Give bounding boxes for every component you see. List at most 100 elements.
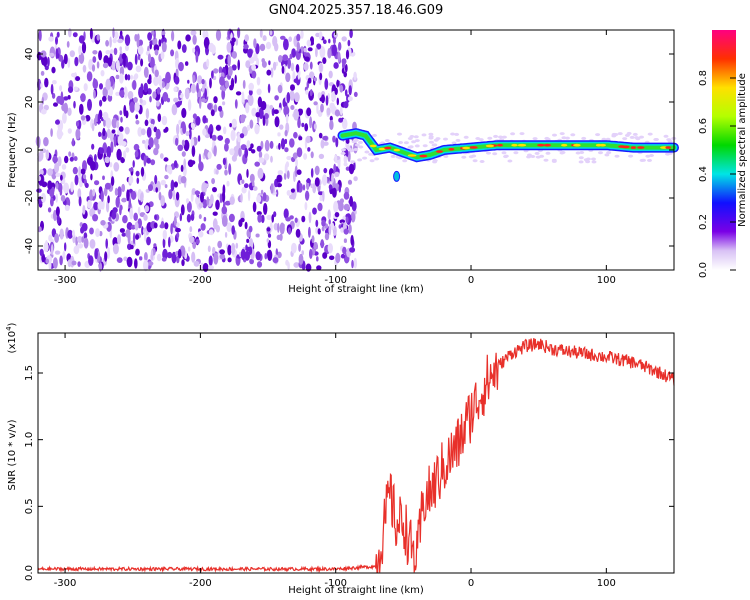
noise-blob <box>91 64 96 72</box>
y-tick-label: 0.5 <box>24 498 35 514</box>
halo-blob <box>472 159 478 163</box>
noise-blob <box>255 112 261 118</box>
noise-blob <box>156 100 160 107</box>
noise-blob <box>229 148 235 156</box>
halo-blob <box>654 138 659 141</box>
noise-blob <box>245 60 251 69</box>
noise-blob <box>119 30 123 36</box>
noise-blob <box>41 96 44 105</box>
noise-blob <box>177 248 182 259</box>
noise-blob <box>144 119 149 127</box>
halo-blob <box>455 138 461 142</box>
noise-blob <box>317 92 322 100</box>
signal-hotspot <box>543 143 551 147</box>
signal-hotspot <box>517 143 527 147</box>
noise-blob <box>88 59 93 71</box>
noise-blob <box>137 206 141 215</box>
noise-blob <box>249 119 254 129</box>
noise-blob <box>222 184 226 195</box>
noise-blob <box>73 86 79 91</box>
noise-blob <box>56 214 60 225</box>
noise-blob <box>195 116 201 126</box>
x-tick-label: -100 <box>324 578 347 589</box>
halo-blob <box>595 133 601 137</box>
noise-blob <box>328 184 333 190</box>
noise-blob <box>290 84 295 91</box>
noise-blob <box>302 184 306 191</box>
noise-blob <box>80 168 86 175</box>
noise-blob <box>191 188 196 196</box>
noise-blob <box>285 72 291 83</box>
noise-blob <box>309 116 313 129</box>
snr-x-ticks: -300 -200 -100 0 100 <box>54 333 616 589</box>
noise-blob <box>280 35 286 40</box>
noise-blob <box>229 84 234 91</box>
noise-blob <box>180 204 185 216</box>
halo-blob <box>411 140 417 144</box>
signal-hotspot <box>469 146 478 149</box>
noise-blob <box>246 168 249 178</box>
noise-blob <box>195 238 200 245</box>
noise-blob <box>126 61 133 71</box>
noise-blob <box>55 36 58 45</box>
snr-y-ticks: 0.0 0.5 1.0 1.5 <box>24 365 674 581</box>
noise-blob <box>303 153 308 160</box>
noise-blob <box>332 37 336 45</box>
noise-blob <box>278 107 281 113</box>
noise-blob <box>284 138 288 145</box>
noise-blob <box>322 57 327 64</box>
halo-blob <box>617 132 623 136</box>
noise-blob <box>115 196 120 208</box>
noise-blob <box>161 115 168 126</box>
halo-blob <box>398 141 404 144</box>
noise-blob <box>177 40 182 50</box>
noise-blob <box>63 182 70 194</box>
noise-blob <box>160 51 165 60</box>
noise-blob <box>162 229 167 240</box>
noise-blob <box>252 201 257 213</box>
noise-blob <box>137 191 141 196</box>
spectrogram-x-ticks: -300 -200 -100 0 100 <box>54 30 616 286</box>
noise-blob <box>309 90 313 97</box>
noise-blob <box>63 96 69 101</box>
noise-blob <box>111 129 116 134</box>
noise-blob <box>134 221 139 231</box>
halo-blob <box>501 135 507 139</box>
noise-blob <box>62 112 67 124</box>
halo-blob <box>513 151 519 155</box>
spectrogram-x-label: Height of straight line (km) <box>288 284 424 295</box>
noise-blob <box>44 77 49 88</box>
signal-hotspot <box>618 145 626 148</box>
noise-blob <box>190 83 197 94</box>
noise-blob <box>49 52 55 57</box>
noise-blob <box>39 248 44 257</box>
noise-blob <box>86 199 92 209</box>
halo-blob <box>479 160 485 163</box>
noise-blob <box>215 199 220 210</box>
noise-blob <box>338 41 342 51</box>
noise-blob <box>192 34 197 45</box>
colorbar: 0.0 0.2 0.4 0.6 0.8 Normalized spectral ampl… <box>698 30 748 278</box>
halo-blob <box>421 133 427 137</box>
noise-blob <box>318 132 323 139</box>
y-tick-label: 0 <box>24 147 35 153</box>
noise-blob <box>348 85 352 96</box>
noise-blob <box>115 91 120 96</box>
noise-blob <box>83 237 89 249</box>
snr-y-multiplier: (x104) <box>5 322 18 353</box>
noise-blob <box>119 46 122 52</box>
noise-blob <box>255 233 260 238</box>
noise-blob <box>178 119 182 125</box>
signal-hotspot <box>369 144 377 148</box>
noise-blob <box>105 117 112 129</box>
noise-blob <box>77 188 82 199</box>
noise-blob <box>149 96 152 103</box>
noise-blob <box>178 61 184 72</box>
halo-blob <box>591 157 596 161</box>
noise-blob <box>267 83 271 94</box>
noise-blob <box>105 78 111 91</box>
noise-blob <box>92 214 99 222</box>
noise-blob <box>305 135 311 144</box>
noise-blob <box>144 205 150 213</box>
noise-blob <box>313 123 317 130</box>
